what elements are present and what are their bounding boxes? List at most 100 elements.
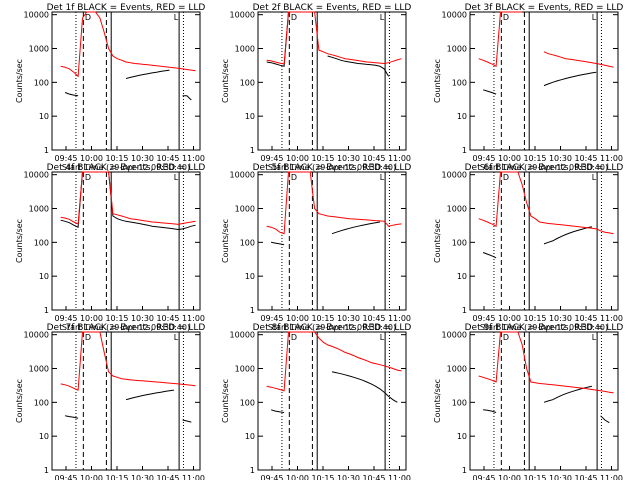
lld-series-line <box>478 331 614 394</box>
events-series-line <box>482 71 597 95</box>
x-tick-label: 10:30 <box>131 154 154 163</box>
y-tick-label: 10000 <box>442 331 467 340</box>
x-tick-label: 10:30 <box>337 474 360 480</box>
lld-series-line <box>478 11 614 68</box>
x-axis-label: Start Time (29-Apr-12 09:30:40) <box>268 163 396 172</box>
corner-marker-top-left: D <box>85 333 91 342</box>
y-tick-label: 1 <box>462 466 467 475</box>
x-axis-label: Start Time (29-Apr-12 09:30:40) <box>480 163 608 172</box>
panel-title: Det 8f BLACK = Events, RED = LLD <box>253 323 412 333</box>
y-tick-label: 10000 <box>230 171 255 180</box>
x-tick-label: 11:00 <box>182 474 205 480</box>
x-axis-label: Start Time (29-Apr-12 09:30:40) <box>62 163 190 172</box>
panel-title: Det 6f BLACK = Events, RED = LLD <box>465 163 624 173</box>
y-tick-label: 100 <box>34 238 49 247</box>
y-tick-label: 1 <box>44 306 49 315</box>
x-tick-label: 11:00 <box>388 314 411 323</box>
corner-marker-top-left: D <box>291 333 297 342</box>
corner-marker-top-left: D <box>291 173 297 182</box>
y-tick-label: 10 <box>39 432 49 441</box>
y-axis-label: Counts/sec <box>15 59 24 103</box>
y-axis-label: Counts/sec <box>221 59 230 103</box>
x-tick-label: 11:00 <box>182 314 205 323</box>
y-tick-label: 100 <box>452 78 467 87</box>
x-tick-label: 10:15 <box>311 474 334 480</box>
events-series-line <box>483 385 610 424</box>
corner-marker-top-right: L <box>380 13 385 22</box>
plot-frame <box>257 331 407 471</box>
corner-marker-top-right: L <box>174 333 179 342</box>
y-tick-label: 10 <box>245 432 255 441</box>
x-tick-label: 10:15 <box>105 154 128 163</box>
x-tick-label: 10:30 <box>337 154 360 163</box>
x-tick-label: 10:00 <box>498 314 521 323</box>
y-tick-label: 1 <box>44 466 49 475</box>
y-tick-label: 1000 <box>29 205 49 214</box>
x-tick-label: 09:45 <box>472 154 495 163</box>
y-tick-label: 1000 <box>235 205 255 214</box>
y-tick-label: 10000 <box>24 331 49 340</box>
x-tick-label: 10:45 <box>156 474 179 480</box>
x-tick-label: 09:45 <box>260 474 283 480</box>
y-tick-label: 1000 <box>447 365 467 374</box>
x-tick-label: 10:45 <box>362 154 385 163</box>
corner-marker-top-right: L <box>380 333 385 342</box>
y-tick-label: 10000 <box>442 11 467 20</box>
x-tick-label: 11:00 <box>388 474 411 480</box>
x-tick-label: 10:30 <box>549 154 572 163</box>
lld-series-line <box>60 11 196 78</box>
panel-title: Det 1f BLACK = Events, RED = LLD <box>47 3 206 13</box>
lld-series-line <box>60 171 196 225</box>
y-tick-label: 100 <box>34 398 49 407</box>
y-tick-label: 1000 <box>235 45 255 54</box>
panel-title: Det 2f BLACK = Events, RED = LLD <box>253 3 412 13</box>
corner-marker-top-right: L <box>174 13 179 22</box>
x-tick-label: 09:45 <box>472 314 495 323</box>
x-tick-label: 10:45 <box>574 314 597 323</box>
panel-title: Det 4f BLACK = Events, RED = LLD <box>47 163 206 173</box>
y-axis-label: Counts/sec <box>15 379 24 423</box>
y-tick-label: 100 <box>452 238 467 247</box>
y-tick-label: 1 <box>462 306 467 315</box>
y-tick-label: 100 <box>240 238 255 247</box>
x-axis-label: Start Time (29-Apr-12 09:30:40) <box>62 323 190 332</box>
corner-marker-top-left: D <box>291 13 297 22</box>
y-tick-label: 10 <box>245 112 255 121</box>
x-tick-label: 10:15 <box>105 474 128 480</box>
x-tick-label: 10:45 <box>574 474 597 480</box>
y-tick-label: 100 <box>240 78 255 87</box>
x-tick-label: 10:15 <box>311 314 334 323</box>
y-tick-label: 1000 <box>447 205 467 214</box>
lld-series-line <box>266 11 402 65</box>
y-tick-label: 10 <box>457 112 467 121</box>
y-tick-label: 1000 <box>235 365 255 374</box>
x-tick-label: 11:00 <box>600 474 623 480</box>
y-tick-label: 100 <box>240 398 255 407</box>
panel-title: Det 5f BLACK = Events, RED = LLD <box>253 163 412 173</box>
x-tick-label: 10:30 <box>549 474 572 480</box>
panel-title: Det 9f BLACK = Events, RED = LLD <box>465 323 624 333</box>
plot-frame <box>469 331 619 471</box>
x-tick-label: 10:15 <box>523 154 546 163</box>
y-axis-label: Counts/sec <box>433 379 442 423</box>
events-series-line <box>482 226 593 259</box>
y-tick-label: 1 <box>250 306 255 315</box>
plot-frame <box>51 11 201 151</box>
y-axis-label: Counts/sec <box>15 219 24 263</box>
corner-marker-top-right: L <box>592 13 597 22</box>
x-tick-label: 10:30 <box>549 314 572 323</box>
x-tick-label: 09:45 <box>472 474 495 480</box>
corner-marker-top-left: D <box>85 13 91 22</box>
x-tick-label: 09:45 <box>54 154 77 163</box>
y-tick-label: 1 <box>462 146 467 155</box>
corner-marker-top-right: L <box>592 173 597 182</box>
corner-marker-top-left: D <box>85 173 91 182</box>
x-tick-label: 10:00 <box>498 474 521 480</box>
x-axis-label: Start Time (29-Apr-12 09:30:40) <box>480 323 608 332</box>
plot-frame <box>51 331 201 471</box>
y-axis-label: Counts/sec <box>433 219 442 263</box>
y-tick-label: 10000 <box>24 171 49 180</box>
y-tick-label: 10 <box>39 112 49 121</box>
x-tick-label: 10:15 <box>523 314 546 323</box>
